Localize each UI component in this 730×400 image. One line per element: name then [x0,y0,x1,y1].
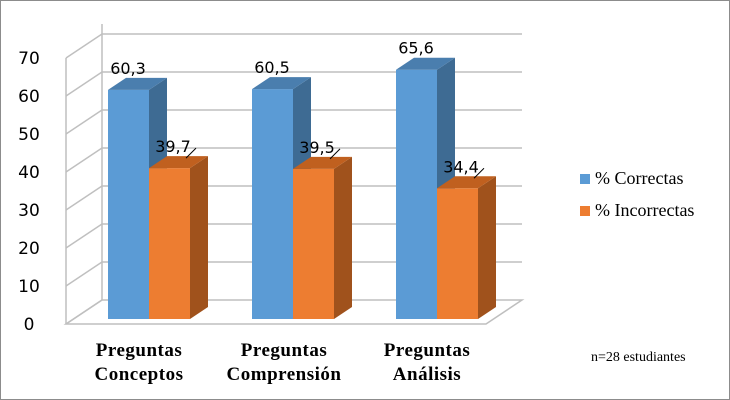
bar-side [190,156,208,319]
y-tick-label: 30 [18,201,40,221]
gridline-diagonal [65,109,103,135]
y-tick-label: 0 [24,315,35,335]
bar-top [437,176,496,189]
gridline-diagonal [65,223,103,249]
category-label: Conceptos [95,364,184,385]
legend-label: % Correctas [595,168,683,188]
bar-front [108,89,149,319]
floor [63,299,525,325]
data-label-leader [473,167,485,179]
bar-top [108,77,167,90]
category-label: Preguntas [384,340,470,361]
legend-swatch [580,174,590,184]
bar-front [396,69,437,319]
legend-item: % Incorrectas [580,200,694,220]
y-tick-label: 50 [18,125,40,145]
bar-top [149,156,208,169]
data-label: 34,4 [443,157,479,176]
y-tick-label: 60 [18,87,40,107]
category-label: Comprensión [227,364,342,385]
y-tick-label: 40 [18,163,40,183]
y-tick-label: 10 [18,277,40,297]
bars-layer [108,57,496,319]
gridline-diagonal [65,185,103,211]
bar-front [293,168,334,319]
category-label: Preguntas [96,340,182,361]
x-axis-categories: Preguntas Conceptos Preguntas Comprensión Pr… [95,340,470,385]
gridline-diagonal [65,71,103,97]
bar-front [252,89,293,319]
y-tick-label: 70 [18,49,40,69]
legend-label: % Incorrectas [595,200,694,220]
bar-top [252,77,311,90]
y-axis-ticks: 0 10 20 30 40 50 60 70 [18,49,40,335]
legend-swatch [580,206,590,216]
bar-front [437,188,478,319]
bar [293,156,352,319]
bar-side [334,156,352,319]
gridline-diagonal [65,261,103,287]
bar-front [149,168,190,319]
data-label: 39,7 [155,137,191,156]
gridline-diagonal [65,33,103,59]
y-tick-label: 20 [18,239,40,259]
bar-top [396,57,455,70]
category-label: Preguntas [241,340,327,361]
gridline-diagonal [65,147,103,173]
data-label: 60,3 [110,59,146,78]
legend: % Correctas % Incorrectas [580,168,694,220]
data-label: 65,6 [398,39,434,58]
bar [149,156,208,319]
sample-size-annotation: n=28 estudiantes [591,350,686,365]
data-label-leader [329,148,341,160]
bar-top [293,156,352,169]
category-label: Análisis [393,364,461,385]
data-label-leader [185,147,197,159]
data-label: 39,5 [299,138,335,157]
bar [437,176,496,319]
legend-item: % Correctas [580,168,683,188]
data-label: 60,5 [254,58,290,77]
data-labels-layer: 60,3 60,5 65,6 39,7 39,5 34,4 [110,39,485,179]
bar-side [478,176,496,319]
